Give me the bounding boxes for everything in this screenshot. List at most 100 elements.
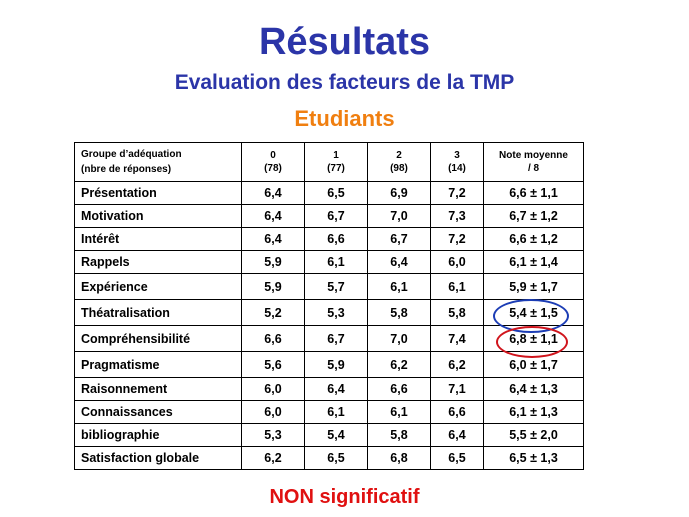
header-group-sublabel: (nbre de réponses) <box>81 164 172 175</box>
header-group-cell: Groupe d’adéquation (nbre de réponses) <box>74 142 242 182</box>
cell-mean: 6,6 ± 1,2 <box>483 227 584 251</box>
cell-value: 6,0 <box>430 250 484 274</box>
cell-value: 6,4 <box>367 250 431 274</box>
cell-mean: 6,6 ± 1,1 <box>483 181 584 205</box>
header-col-1-count: (77) <box>327 163 345 174</box>
cell-value: 6,1 <box>430 273 484 300</box>
header-col-3-count: (14) <box>448 163 466 174</box>
table-row: Satisfaction globale 6,2 6,5 6,8 6,5 6,5… <box>74 446 584 470</box>
table-row: Rappels 5,9 6,1 6,4 6,0 6,1 ± 1,4 <box>74 250 584 274</box>
cell-value: 5,4 <box>304 423 368 447</box>
cell-value: 6,2 <box>430 351 484 378</box>
cell-value: 6,6 <box>430 400 484 424</box>
row-label: Connaissances <box>74 400 242 424</box>
cell-value: 5,2 <box>241 299 305 326</box>
cell-value: 5,6 <box>241 351 305 378</box>
cell-value: 6,0 <box>241 400 305 424</box>
cell-value: 6,7 <box>304 325 368 352</box>
cell-value: 6,5 <box>304 446 368 470</box>
cell-value: 6,2 <box>367 351 431 378</box>
cell-value: 6,8 <box>367 446 431 470</box>
cell-mean: 6,4 ± 1,3 <box>483 377 584 401</box>
cell-mean: 6,5 ± 1,3 <box>483 446 584 470</box>
header-col-3-title: 3 <box>454 150 460 161</box>
row-label: Satisfaction globale <box>74 446 242 470</box>
cell-mean: 5,9 ± 1,7 <box>483 273 584 300</box>
table-row: Expérience 5,9 5,7 6,1 6,1 5,9 ± 1,7 <box>74 273 584 300</box>
row-label: Intérêt <box>74 227 242 251</box>
cell-mean: 6,1 ± 1,3 <box>483 400 584 424</box>
cell-value: 6,9 <box>367 181 431 205</box>
cell-value: 6,5 <box>430 446 484 470</box>
cell-value: 6,4 <box>241 181 305 205</box>
cell-value: 5,7 <box>304 273 368 300</box>
cell-value: 5,8 <box>367 299 431 326</box>
cell-value: 5,8 <box>430 299 484 326</box>
cell-mean: 6,1 ± 1,4 <box>483 250 584 274</box>
header-col-1: 1 (77) <box>304 142 368 182</box>
cell-value: 6,2 <box>241 446 305 470</box>
row-label: Compréhensibilité <box>74 325 242 352</box>
cell-value: 7,3 <box>430 204 484 228</box>
cell-value: 6,4 <box>241 204 305 228</box>
row-label: Théatralisation <box>74 299 242 326</box>
row-label: Pragmatisme <box>74 351 242 378</box>
cell-value: 6,6 <box>241 325 305 352</box>
cell-value: 5,3 <box>241 423 305 447</box>
row-label: Motivation <box>74 204 242 228</box>
row-label: Raisonnement <box>74 377 242 401</box>
header-col-2-count: (98) <box>390 163 408 174</box>
cell-value: 6,7 <box>367 227 431 251</box>
table-row: Présentation 6,4 6,5 6,9 7,2 6,6 ± 1,1 <box>74 181 584 205</box>
cell-value: 7,1 <box>430 377 484 401</box>
cell-value: 5,9 <box>241 250 305 274</box>
header-group-label: Groupe d’adéquation <box>81 149 182 160</box>
cell-value: 5,9 <box>304 351 368 378</box>
cell-value: 6,6 <box>304 227 368 251</box>
cell-value: 7,2 <box>430 227 484 251</box>
header-col-1-title: 1 <box>333 150 339 161</box>
header-col-2-title: 2 <box>396 150 402 161</box>
cell-value: 6,6 <box>367 377 431 401</box>
cell-value: 6,1 <box>304 250 368 274</box>
cell-value: 6,4 <box>430 423 484 447</box>
header-col-3: 3 (14) <box>430 142 484 182</box>
cell-value: 7,2 <box>430 181 484 205</box>
header-col-0-title: 0 <box>270 150 276 161</box>
header-col-mean-scale: / 8 <box>527 163 540 174</box>
table-row: Raisonnement 6,0 6,4 6,6 7,1 6,4 ± 1,3 <box>74 377 584 401</box>
cell-value: 7,0 <box>367 204 431 228</box>
header-col-mean-title: Note moyenne <box>499 150 568 161</box>
row-label: Expérience <box>74 273 242 300</box>
cell-value: 6,4 <box>241 227 305 251</box>
cell-value: 6,7 <box>304 204 368 228</box>
header-col-0: 0 (78) <box>241 142 305 182</box>
row-label: Présentation <box>74 181 242 205</box>
table-row: Connaissances 6,0 6,1 6,1 6,6 6,1 ± 1,3 <box>74 400 584 424</box>
cell-value: 6,1 <box>304 400 368 424</box>
cell-value: 6,5 <box>304 181 368 205</box>
slide-subtitle: Evaluation des facteurs de la TMP <box>174 71 515 94</box>
table-row: Motivation 6,4 6,7 7,0 7,3 6,7 ± 1,2 <box>74 204 584 228</box>
row-label: bibliographie <box>74 423 242 447</box>
header-col-0-count: (78) <box>264 163 282 174</box>
cell-mean: 6,7 ± 1,2 <box>483 204 584 228</box>
row-label: Rappels <box>74 250 242 274</box>
group-label: Etudiants <box>294 106 395 131</box>
cell-value: 5,9 <box>241 273 305 300</box>
header-col-2: 2 (98) <box>367 142 431 182</box>
cell-value: 6,0 <box>241 377 305 401</box>
cell-mean: 5,5 ± 2,0 <box>483 423 584 447</box>
cell-value: 6,1 <box>367 273 431 300</box>
conclusion-text: NON significatif <box>269 486 420 508</box>
red-highlight-ellipse <box>496 326 568 358</box>
table-row: Intérêt 6,4 6,6 6,7 7,2 6,6 ± 1,2 <box>74 227 584 251</box>
slide-title: Résultats <box>258 21 431 63</box>
cell-value: 7,0 <box>367 325 431 352</box>
table-row: bibliographie 5,3 5,4 5,8 6,4 5,5 ± 2,0 <box>74 423 584 447</box>
cell-value: 6,4 <box>304 377 368 401</box>
cell-value: 6,1 <box>367 400 431 424</box>
cell-value: 5,8 <box>367 423 431 447</box>
header-col-mean: Note moyenne / 8 <box>483 142 584 182</box>
cell-value: 5,3 <box>304 299 368 326</box>
